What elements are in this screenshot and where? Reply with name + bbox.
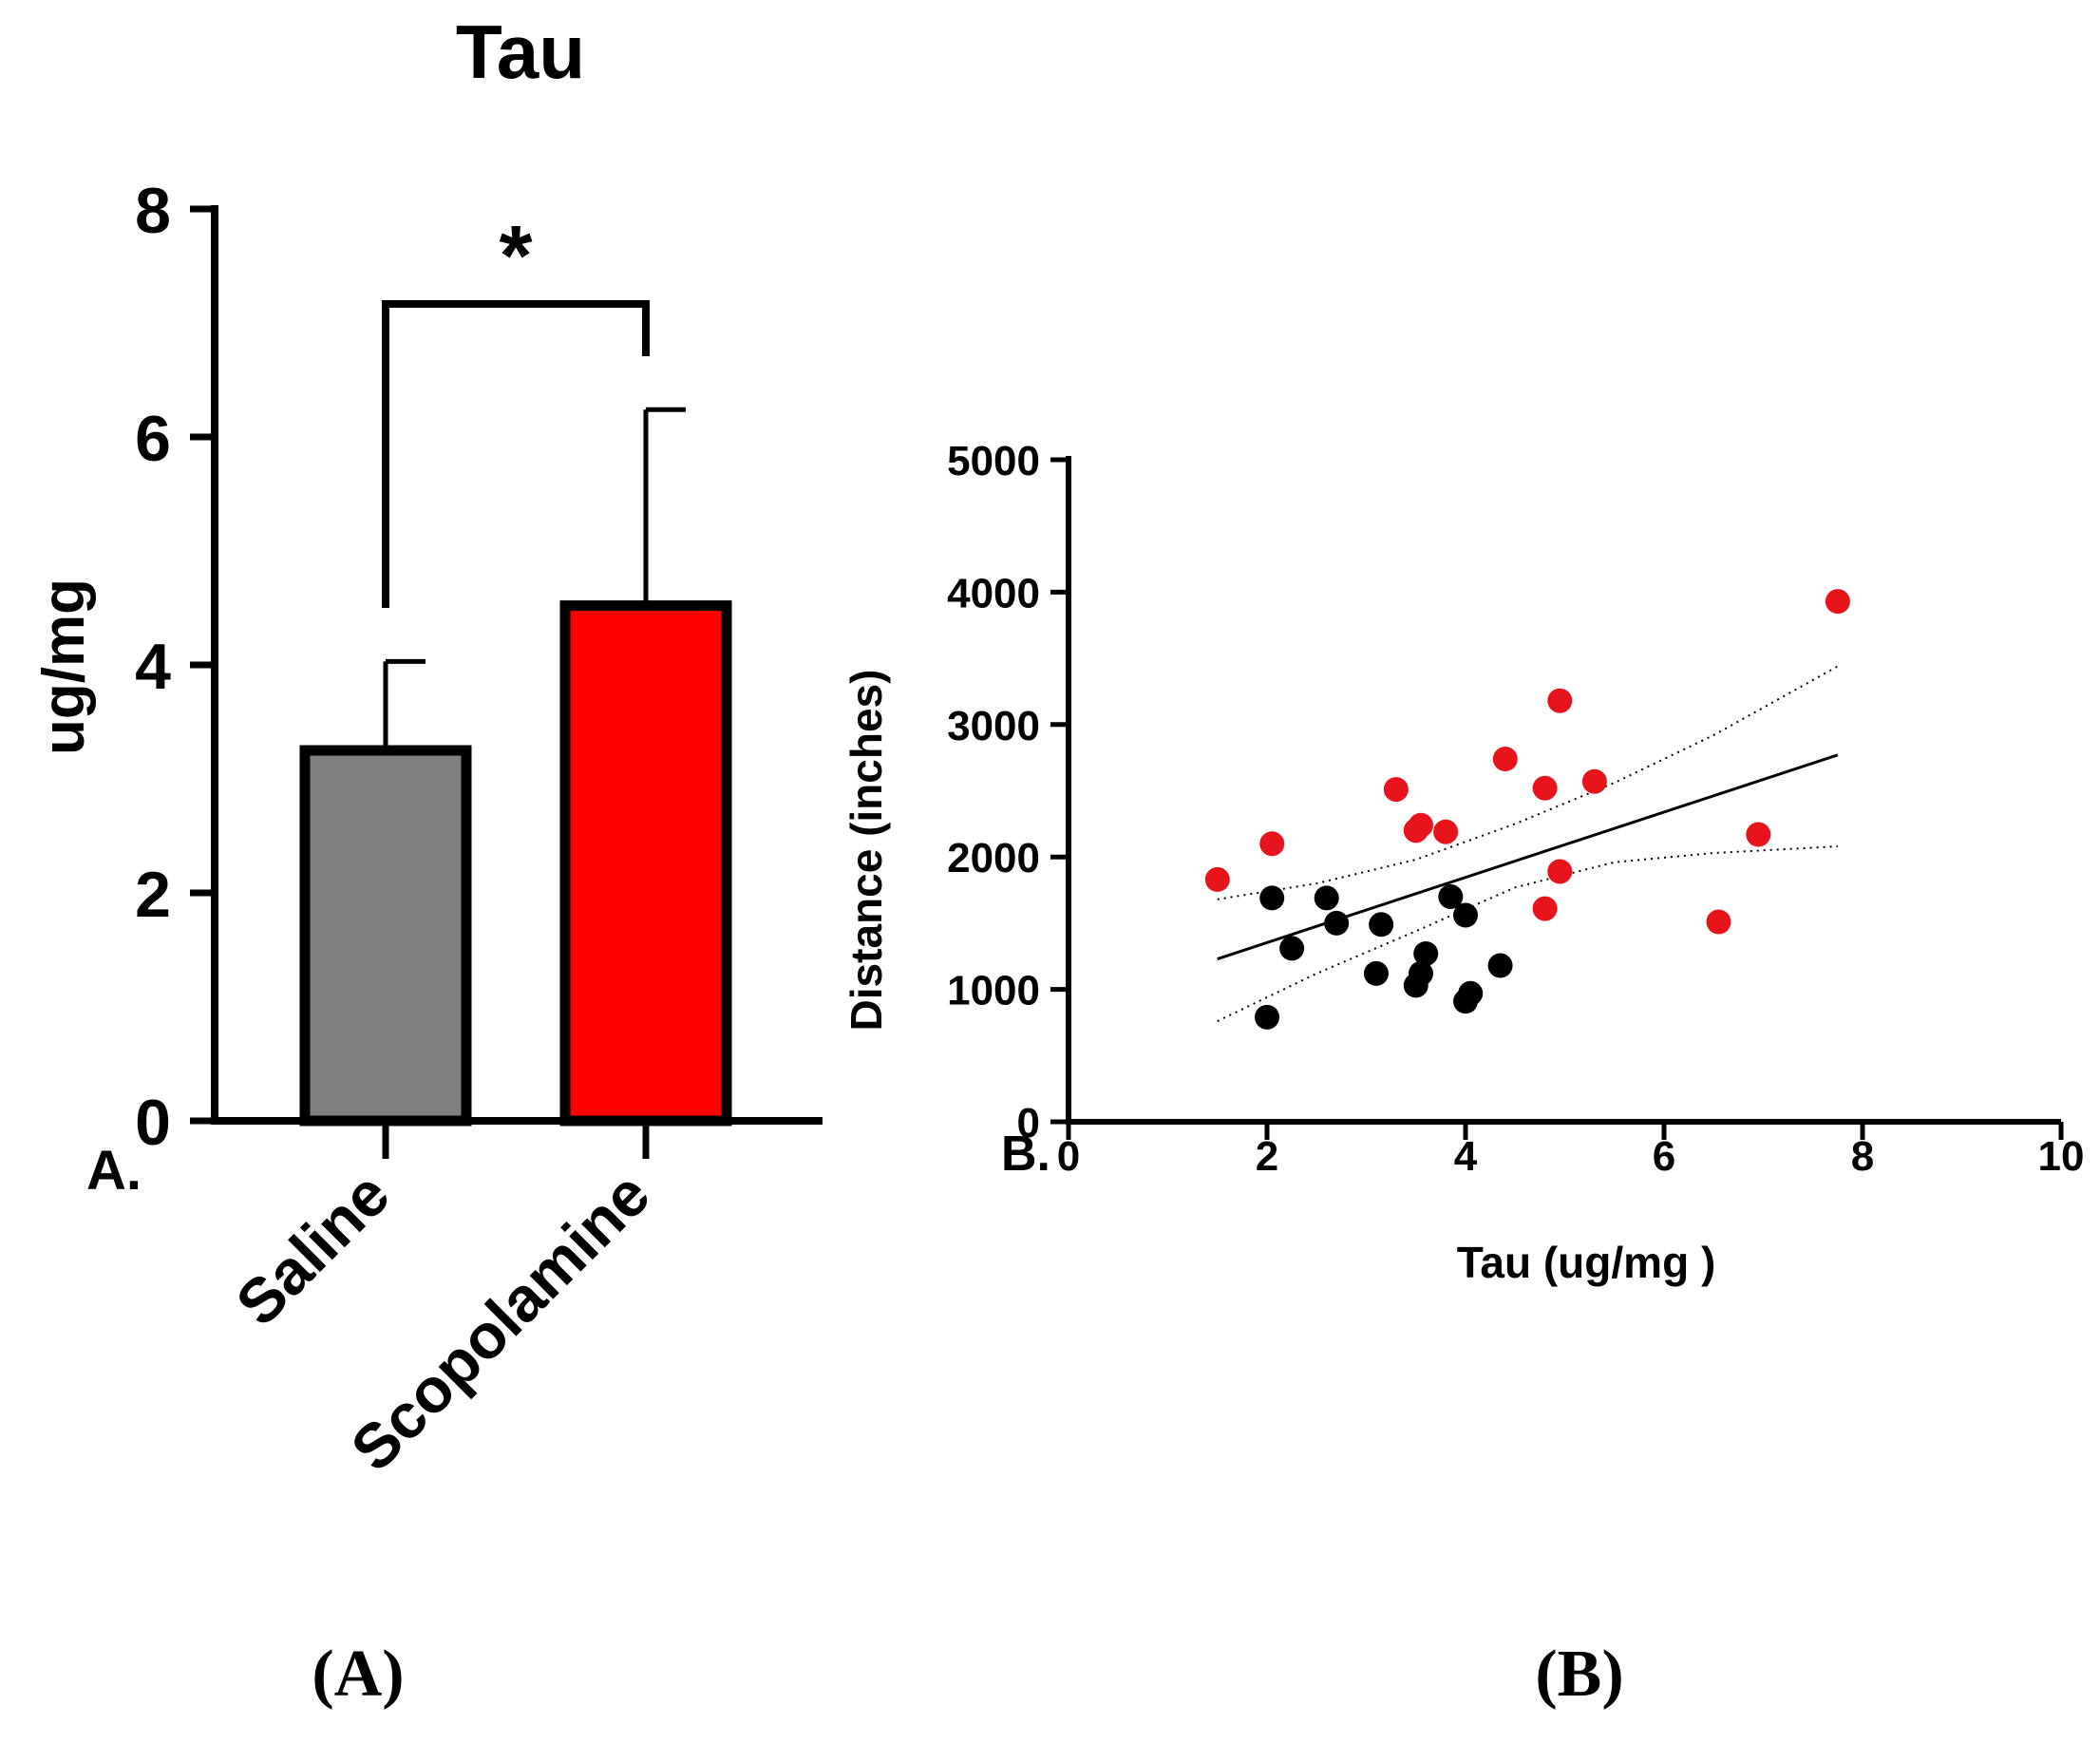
significance-star: * bbox=[499, 209, 532, 304]
scatter-point-saline bbox=[1408, 960, 1433, 986]
scatter-chart-panel: Distance (inches) Tau (ug/mg ) 0 1000 2000… bbox=[842, 438, 2084, 1711]
scatter-point-scopolamine bbox=[1581, 768, 1607, 794]
bar-y-tick-label: 8 bbox=[135, 175, 171, 247]
caption-a: (A) bbox=[312, 1638, 404, 1711]
scatter-y-tick-label: 5000 bbox=[947, 438, 1040, 484]
bar-chart-title: Tau bbox=[456, 9, 585, 94]
regression-line bbox=[1217, 753, 1839, 960]
scatter-point-scopolamine bbox=[1204, 866, 1230, 892]
scatter-point-scopolamine bbox=[1259, 831, 1285, 857]
significance-bracket: * bbox=[382, 209, 650, 608]
scatter-point-saline bbox=[1314, 885, 1339, 911]
scatter-point-scopolamine bbox=[1532, 896, 1558, 921]
scatter-point-scopolamine bbox=[1492, 747, 1518, 772]
scatter-x-tick-label: 4 bbox=[1454, 1133, 1478, 1180]
scatter-point-saline bbox=[1255, 1004, 1279, 1030]
scatter-point-saline bbox=[1259, 885, 1285, 911]
bar-category-label: Saline bbox=[222, 1159, 403, 1339]
scatter-point-scopolamine bbox=[1408, 812, 1433, 838]
panel-a-label: A. bbox=[86, 1140, 142, 1202]
scatter-point-saline bbox=[1279, 936, 1305, 961]
significance-bracket-line bbox=[382, 300, 650, 608]
scatter-point-saline bbox=[1458, 980, 1484, 1006]
scatter-y-tick-label: 3000 bbox=[947, 703, 1040, 749]
scatter-point-saline bbox=[1324, 910, 1350, 936]
panel-b-label: B. bbox=[1001, 1127, 1050, 1182]
bar-y-tick-label: 6 bbox=[135, 403, 171, 475]
bar-saline bbox=[299, 745, 472, 1127]
confidence-band-upper bbox=[1217, 665, 1839, 900]
scatter-y-tick-label: 1000 bbox=[947, 968, 1040, 1014]
bar-y-tick-label: 4 bbox=[135, 631, 171, 703]
scatter-point-scopolamine bbox=[1532, 775, 1558, 801]
scatter-point-scopolamine bbox=[1825, 589, 1850, 615]
bar-y-tick-label: 2 bbox=[135, 859, 171, 931]
scatter-y-tick-label: 2000 bbox=[947, 835, 1040, 881]
bar-y-axis-label: ug/mg bbox=[31, 578, 97, 755]
scatter-point-scopolamine bbox=[1547, 688, 1573, 713]
scatter-point-scopolamine bbox=[1746, 822, 1771, 847]
scatter-x-axis-label: Tau (ug/mg ) bbox=[1457, 1238, 1716, 1287]
caption-b: (B) bbox=[1535, 1638, 1623, 1711]
scatter-point-scopolamine bbox=[1547, 859, 1573, 884]
scatter-point-saline bbox=[1438, 884, 1464, 910]
scatter-x-tick-label: 8 bbox=[1851, 1133, 1874, 1180]
scatter-point-saline bbox=[1453, 902, 1478, 928]
scatter-point-saline bbox=[1363, 960, 1389, 986]
scatter-point-scopolamine bbox=[1433, 819, 1459, 844]
scatter-point-saline bbox=[1487, 953, 1513, 978]
scatter-x-tick-label: 0 bbox=[1057, 1133, 1080, 1180]
scatter-x-tick-label: 6 bbox=[1653, 1133, 1675, 1180]
scatter-point-saline bbox=[1413, 940, 1439, 966]
scatter-point-scopolamine bbox=[1383, 777, 1409, 803]
scatter-x-tick-label: 2 bbox=[1256, 1133, 1278, 1180]
bar-scopolamine bbox=[559, 600, 732, 1127]
bar-y-tick-label: 0 bbox=[135, 1087, 171, 1159]
scatter-y-tick-label: 4000 bbox=[947, 570, 1040, 616]
scatter-y-axis-label: Distance (inches) bbox=[842, 670, 891, 1032]
scatter-point-saline bbox=[1369, 912, 1394, 938]
scatter-y-tick-label: 0 bbox=[1017, 1100, 1040, 1146]
scatter-point-scopolamine bbox=[1706, 909, 1731, 935]
scatter-x-tick-label: 10 bbox=[2038, 1133, 2085, 1180]
confidence-band-lower bbox=[1217, 845, 1838, 1022]
